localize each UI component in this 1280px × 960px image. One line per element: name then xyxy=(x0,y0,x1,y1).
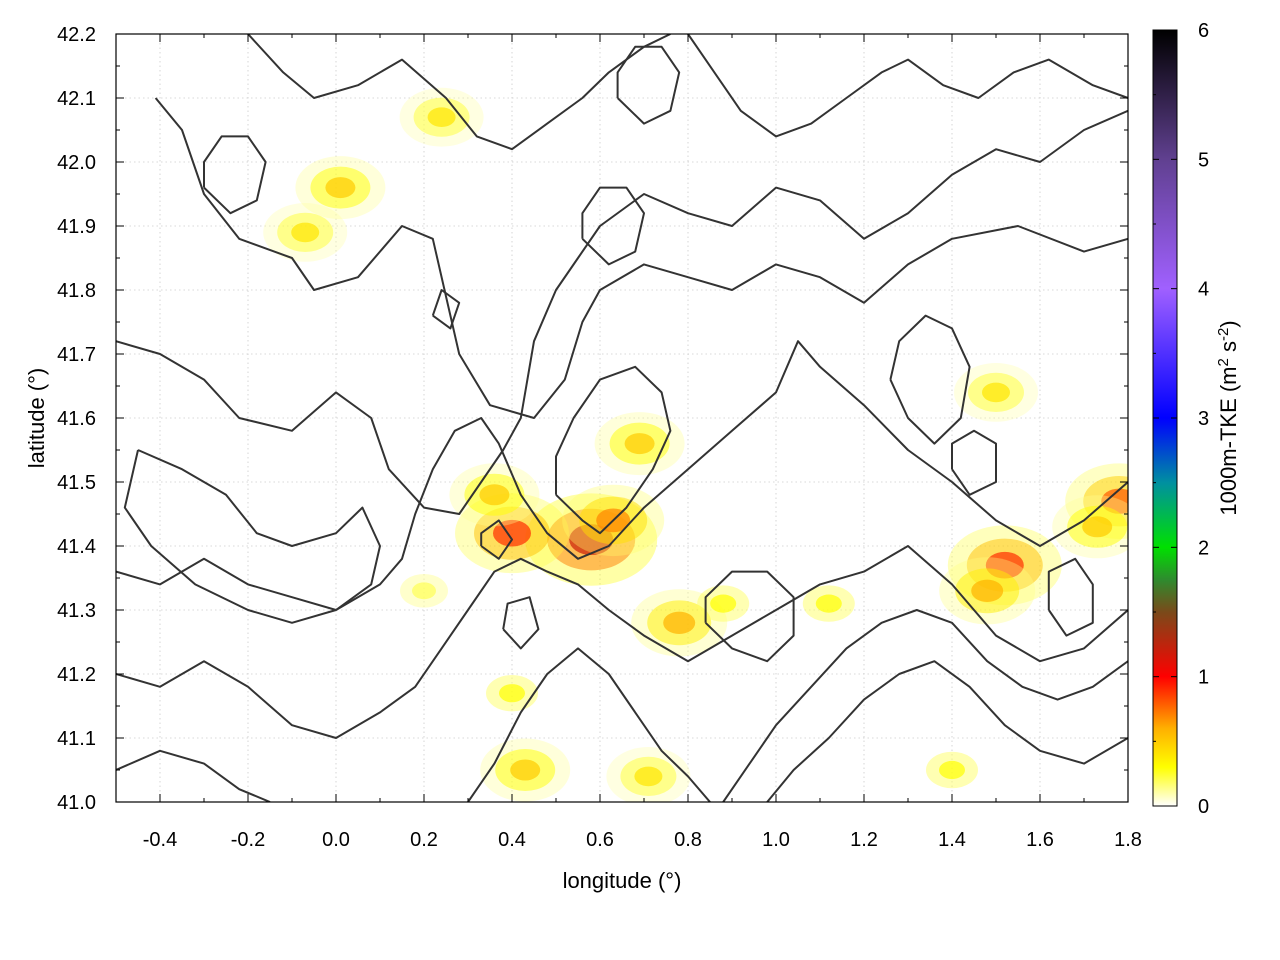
colorbar-tick-label-1: 1 xyxy=(1198,667,1209,689)
y-tick-label-7: 41.7 xyxy=(57,344,96,366)
x-tick-label-2: 0.0 xyxy=(322,829,350,851)
x-tick-label-5: 0.6 xyxy=(586,829,614,851)
tke-hotspot-16-2 xyxy=(939,760,965,780)
contour-line-15 xyxy=(581,186,645,266)
tke-hotspot-13-2 xyxy=(325,177,356,199)
contour-line-20 xyxy=(951,429,997,496)
plot-background xyxy=(116,34,1128,802)
y-axis-title: latitude (°) xyxy=(24,368,49,469)
contour-line-13 xyxy=(704,570,795,663)
tke-hotspot-18-2 xyxy=(710,594,737,613)
contour-line-0 xyxy=(154,97,1128,419)
colorbar-tick-label-5: 5 xyxy=(1198,149,1209,171)
colorbar-title: 1000m-TKE (m2 s-2) xyxy=(1215,320,1241,515)
y-tick-label-8: 41.8 xyxy=(57,280,96,302)
y-tick-label-11: 42.1 xyxy=(57,88,96,110)
tke-hotspot-14-2 xyxy=(427,107,456,127)
tke-hotspot-15-2 xyxy=(982,382,1010,403)
tke-hotspot-20-2 xyxy=(815,594,842,613)
colorbar-tick-label-6: 6 xyxy=(1198,20,1209,42)
contour-line-8 xyxy=(247,34,671,151)
y-axis-ticks: 41.0 41.1 41.2 41.3 41.4 41.5 41.6 41.7 41.8 41.9… xyxy=(57,24,1128,814)
x-tick-label-6: 0.8 xyxy=(674,829,702,851)
y-tick-label-9: 41.9 xyxy=(57,216,96,238)
contour-line-11 xyxy=(555,365,672,535)
y-tick-label-1: 41.1 xyxy=(57,728,96,750)
colorbar-tick-label-2: 2 xyxy=(1198,537,1209,559)
tke-hotspot-3-2 xyxy=(624,433,655,455)
contour-line-7 xyxy=(766,660,1128,802)
y-tick-label-4: 41.4 xyxy=(57,536,96,558)
y-tick-label-3: 41.3 xyxy=(57,600,96,622)
contour-line-1 xyxy=(116,109,1128,515)
tke-hotspot-17-2 xyxy=(634,766,663,787)
x-tick-label-10: 1.6 xyxy=(1026,829,1054,851)
tke-hotspot-19-2 xyxy=(412,582,436,600)
x-tick-label-3: 0.2 xyxy=(410,829,438,851)
x-axis-ticks: -0.4 -0.2 0.0 0.2 0.4 0.6 0.8 1.0 1.2 1.4 1.6 1.8 xyxy=(115,34,1142,851)
x-tick-label-1: -0.2 xyxy=(231,829,265,851)
contour-line-2 xyxy=(116,340,1128,611)
x-tick-label-9: 1.4 xyxy=(938,829,966,851)
y-tick-label-12: 42.2 xyxy=(57,24,96,46)
tke-hotspot-12-2 xyxy=(291,222,320,243)
tke-hotspot-4-2 xyxy=(479,484,510,506)
contour-line-3 xyxy=(116,545,1128,739)
x-axis-title: longitude (°) xyxy=(563,868,682,893)
colorbar-tick-label-4: 4 xyxy=(1198,279,1209,301)
x-tick-label-8: 1.2 xyxy=(850,829,878,851)
tke-hotspot-11-2 xyxy=(499,684,525,703)
y-tick-label-10: 42.0 xyxy=(57,152,96,174)
contour-line-16 xyxy=(203,135,267,215)
x-tick-label-0: -0.4 xyxy=(143,829,177,851)
terrain-contours xyxy=(116,34,1128,802)
contour-line-17 xyxy=(1047,557,1094,637)
y-tick-label-0: 41.0 xyxy=(57,792,96,814)
y-tick-label-5: 41.5 xyxy=(57,472,96,494)
tke-hotspot-9-2 xyxy=(663,611,696,634)
contour-line-10 xyxy=(123,449,381,624)
colorbar-tick-label-3: 3 xyxy=(1198,408,1209,430)
tke-hotspot-6-2 xyxy=(971,579,1004,602)
y-tick-label-2: 41.2 xyxy=(57,664,96,686)
contour-line-12 xyxy=(889,314,971,445)
contour-line-19 xyxy=(480,519,513,560)
x-tick-label-4: 0.4 xyxy=(498,829,526,851)
contour-line-18 xyxy=(502,596,540,650)
contour-line-4 xyxy=(116,749,271,802)
colorbar-ticks: 0 1 2 3 4 5 6 xyxy=(1153,20,1209,818)
contour-line-5 xyxy=(467,647,711,802)
contour-line-14 xyxy=(616,45,681,125)
tke-hotspot-10-2 xyxy=(510,759,541,781)
contour-line-9 xyxy=(687,34,1128,138)
y-tick-label-6: 41.6 xyxy=(57,408,96,430)
colorbar-tick-label-0: 0 xyxy=(1198,796,1209,818)
tke-hotspot-8-2 xyxy=(1082,516,1113,538)
contour-line-6 xyxy=(722,609,1128,802)
x-tick-label-7: 1.0 xyxy=(762,829,790,851)
contour-line-21 xyxy=(431,289,461,330)
x-tick-label-11: 1.8 xyxy=(1114,829,1142,851)
